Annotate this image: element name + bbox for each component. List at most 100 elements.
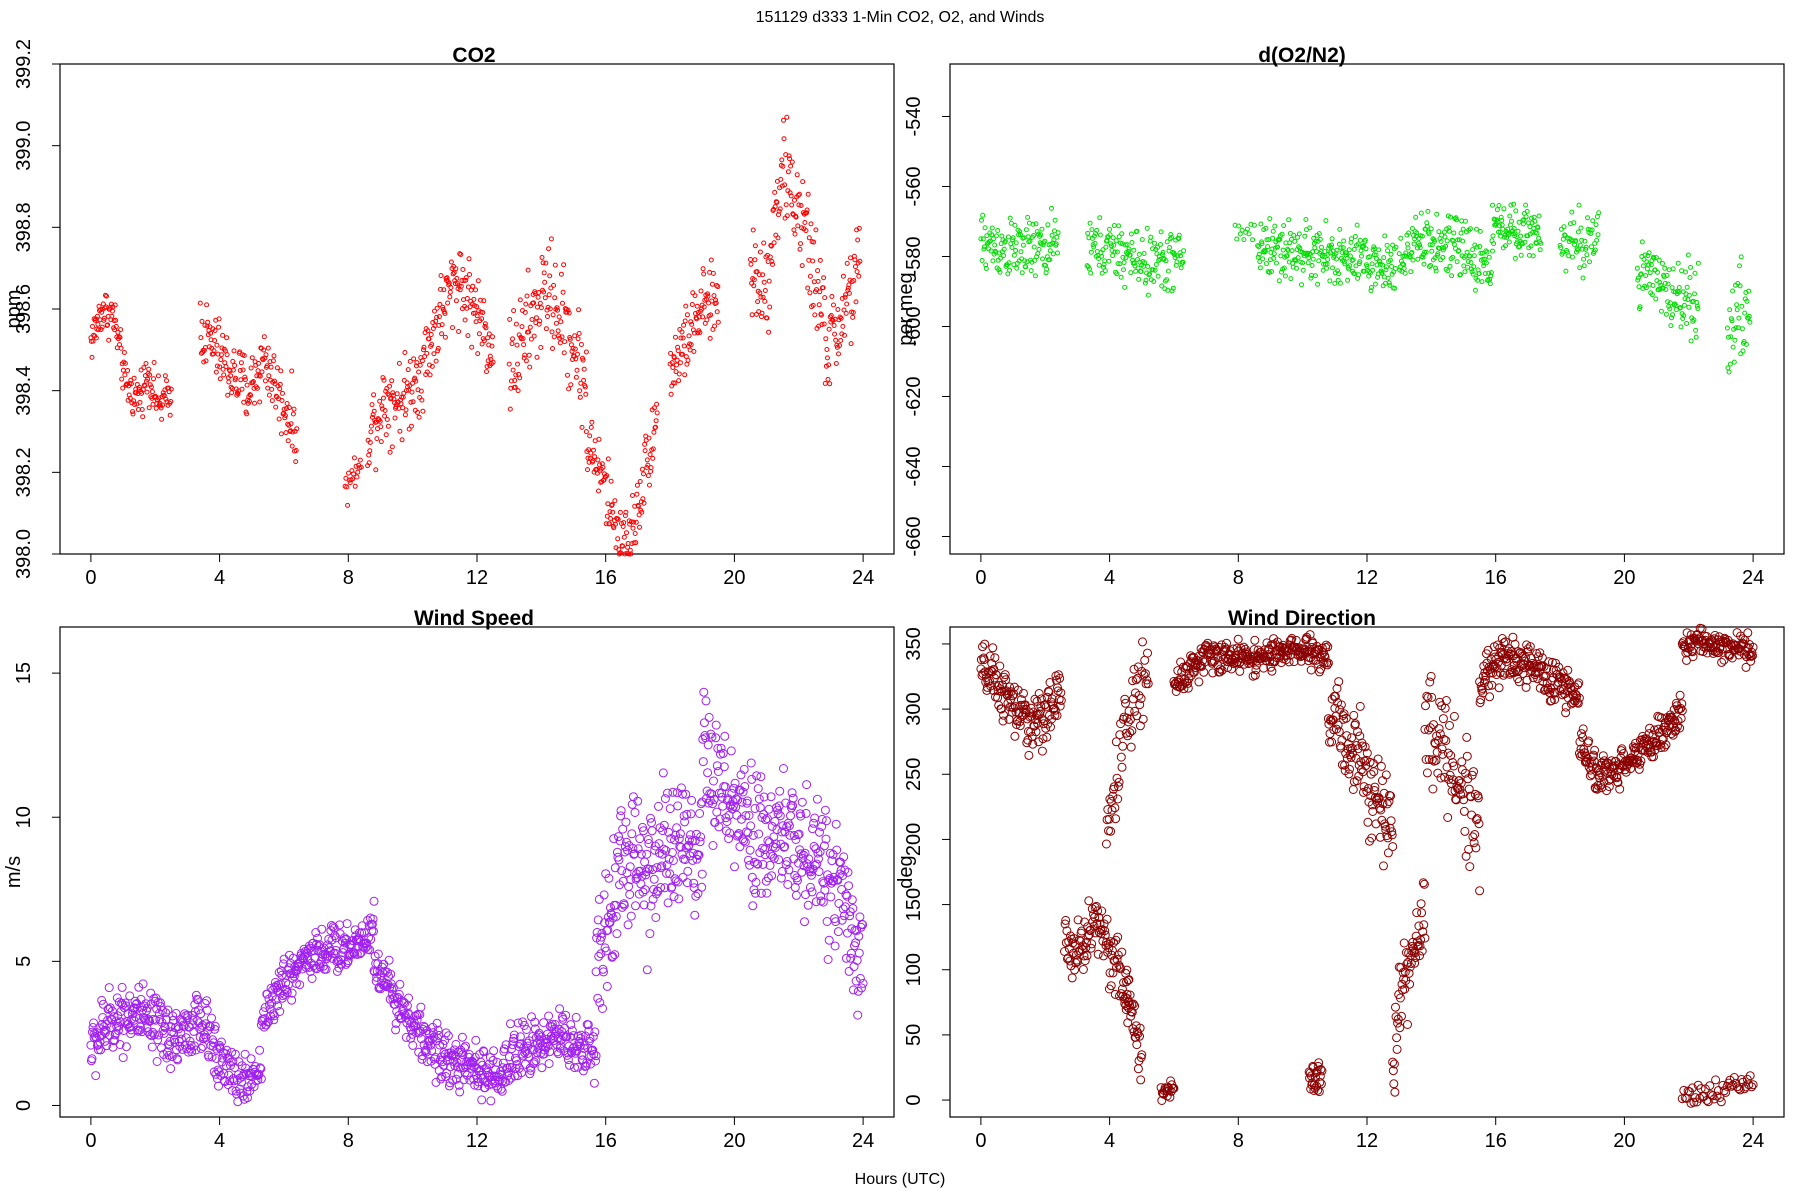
data-point — [91, 1071, 101, 1081]
data-point — [396, 360, 402, 366]
data-point — [421, 347, 426, 353]
data-point — [1147, 271, 1153, 277]
data-point — [777, 206, 783, 212]
data-point — [336, 955, 346, 965]
data-point — [710, 270, 716, 276]
data-point — [1669, 315, 1674, 321]
data-point — [1260, 256, 1266, 262]
data-point — [124, 1023, 134, 1033]
data-point — [1155, 273, 1161, 279]
data-point — [1474, 226, 1479, 232]
data-point — [573, 374, 579, 380]
data-point — [121, 1042, 131, 1052]
data-point — [609, 502, 615, 508]
data-point — [1467, 226, 1473, 232]
data-point — [841, 307, 847, 313]
figure-xlabel: Hours (UTC) — [855, 1171, 946, 1188]
data-point — [620, 543, 626, 549]
data-point — [1180, 259, 1186, 265]
data-point — [1120, 254, 1126, 260]
data-point — [767, 254, 773, 260]
data-point — [1267, 216, 1273, 222]
data-point — [1122, 284, 1128, 290]
data-point — [1562, 233, 1568, 239]
data-point — [1576, 202, 1582, 208]
data-point — [269, 398, 275, 404]
data-point — [517, 297, 523, 303]
data-point — [1733, 325, 1739, 331]
data-point — [1167, 245, 1173, 250]
data-point — [218, 357, 224, 363]
data-point — [107, 1006, 117, 1016]
data-point — [1537, 247, 1543, 253]
ticks-co2: 0 4 8 12 16 20 24398.0398.2398.4398.6398.8399.… — [13, 39, 874, 589]
data-point — [226, 379, 232, 385]
ytick-label: 250 — [903, 758, 925, 791]
data-point — [771, 240, 777, 246]
data-point — [452, 281, 458, 287]
data-point — [555, 307, 560, 313]
xtick-label: 8 — [343, 1130, 354, 1152]
data-point — [1472, 287, 1478, 293]
data-point — [769, 259, 775, 264]
data-point — [846, 282, 852, 288]
data-point — [796, 191, 802, 197]
ytick-label: 399.2 — [13, 39, 35, 89]
xtick-label: 4 — [214, 567, 225, 589]
data-point — [1334, 256, 1339, 262]
data-point — [673, 334, 678, 340]
data-point — [1498, 214, 1504, 220]
data-point — [1091, 233, 1097, 239]
xtick-label: 12 — [1356, 1130, 1378, 1152]
data-point — [211, 348, 217, 354]
data-point — [249, 355, 255, 361]
data-point — [1640, 263, 1646, 269]
data-point — [1581, 263, 1587, 269]
data-point — [1501, 206, 1507, 212]
data-point — [669, 360, 675, 366]
data-point — [1667, 306, 1673, 312]
data-point — [481, 338, 487, 344]
data-point — [636, 503, 641, 509]
data-point — [570, 345, 576, 351]
data-point — [641, 471, 646, 477]
data-point — [1408, 269, 1414, 275]
data-point — [89, 354, 95, 360]
data-point — [373, 467, 379, 473]
data-point — [834, 342, 840, 348]
data-point — [271, 995, 281, 1005]
data-point — [440, 304, 446, 310]
data-point — [833, 337, 839, 343]
data-point — [810, 258, 816, 264]
data-point — [811, 239, 817, 245]
data-point — [507, 316, 513, 322]
data-point — [1686, 292, 1692, 298]
data-point — [604, 513, 610, 519]
data-point — [566, 386, 572, 392]
data-point — [462, 317, 468, 323]
data-point — [411, 356, 417, 362]
data-point — [149, 1030, 159, 1040]
data-point — [1111, 242, 1117, 248]
ylabel-o2: per meg — [895, 272, 917, 345]
data-point — [1684, 321, 1690, 326]
data-point — [285, 438, 291, 444]
data-point — [191, 1045, 201, 1055]
data-point — [378, 424, 384, 430]
data-point — [153, 405, 159, 411]
data-point — [561, 350, 567, 356]
data-point — [700, 266, 706, 272]
data-point — [490, 359, 496, 365]
data-point — [1680, 316, 1686, 321]
data-point — [257, 399, 263, 405]
data-point — [645, 462, 651, 468]
data-point — [259, 369, 265, 375]
data-point — [1647, 270, 1653, 276]
data-point — [991, 236, 996, 242]
data-point — [457, 251, 463, 257]
data-point — [552, 262, 558, 268]
data-point — [1307, 225, 1313, 231]
data-point — [1047, 257, 1053, 263]
data-point — [630, 493, 635, 498]
data-point — [152, 1057, 162, 1066]
